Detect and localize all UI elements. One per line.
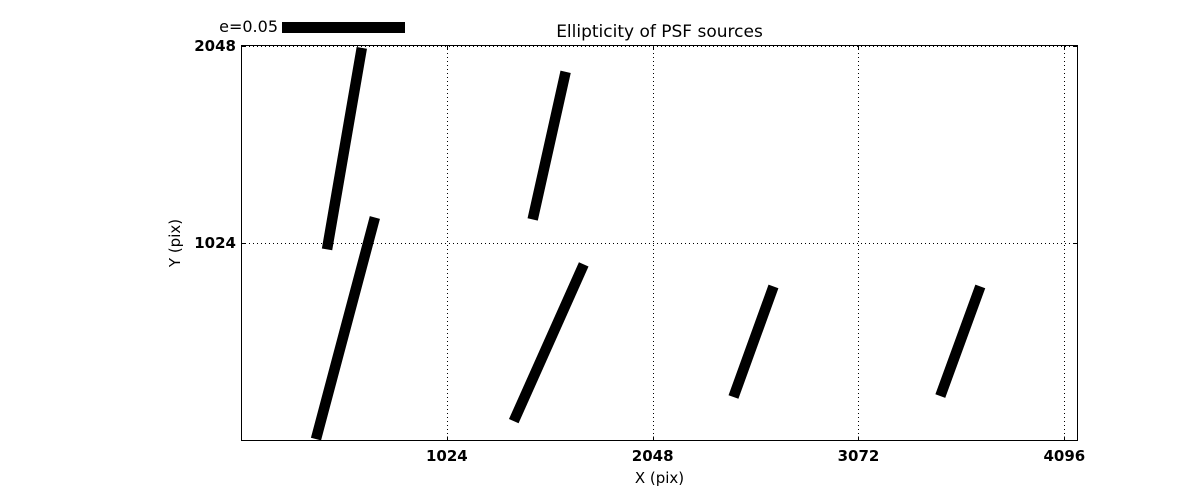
legend-scale-label: e=0.05 — [219, 17, 278, 36]
y-tick-label: 2048 — [194, 36, 236, 55]
whisker-segment — [527, 70, 571, 221]
x-tick-label: 4096 — [1043, 447, 1086, 465]
whisker-segment — [310, 216, 380, 441]
whisker-segment — [728, 284, 779, 399]
y-tick-label: 1024 — [194, 234, 236, 253]
ellipticity-whiskers — [310, 47, 986, 441]
x-tick-label: 1024 — [425, 447, 468, 465]
y-axis-label: Y (pix) — [166, 218, 184, 268]
x-tick-label: 3072 — [837, 447, 880, 465]
whisker-segment — [935, 284, 986, 398]
x-axis-label: X (pix) — [634, 469, 685, 487]
x-tick-label: 2048 — [631, 447, 674, 465]
plot-title: Ellipticity of PSF sources — [556, 22, 763, 42]
whisker-segment — [321, 47, 367, 251]
axis-tick-marks — [241, 45, 1078, 441]
legend-scale-bar — [282, 22, 405, 33]
whisker-segment — [508, 262, 589, 424]
